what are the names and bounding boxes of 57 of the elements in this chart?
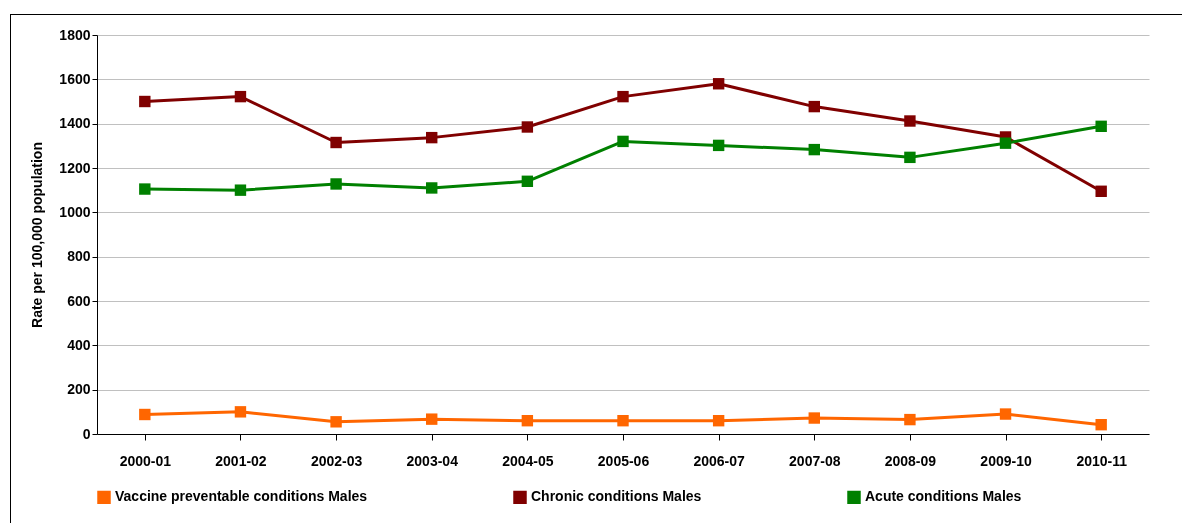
point [904, 151, 916, 164]
point [139, 95, 151, 108]
x-tick-label: 2010-11 [1076, 452, 1128, 469]
y-axis-title: Rate per 100,000 population [29, 142, 46, 328]
point [521, 121, 534, 133]
point [234, 184, 247, 196]
point [330, 416, 342, 428]
x-tick-label: 2009-10 [980, 452, 1032, 469]
point [426, 182, 438, 194]
legend-label: Acute conditions Males [865, 488, 1022, 505]
point [999, 408, 1012, 420]
y-tick-label: 1600 [59, 70, 91, 87]
point [330, 136, 342, 149]
x-tick-label: 2001-02 [215, 452, 267, 469]
x-tick-label: 2007-08 [789, 452, 841, 469]
y-tick-label: 600 [67, 292, 91, 309]
point [426, 131, 438, 144]
x-tick-label: 2002-03 [310, 452, 363, 469]
point [330, 178, 342, 190]
point [904, 115, 916, 127]
x-tick-label: 2003-04 [406, 452, 459, 469]
y-tick-label: 400 [67, 336, 91, 353]
x-tick-label: 2008-09 [884, 452, 937, 469]
point [617, 90, 629, 103]
x-tick-label: 2005-06 [597, 452, 650, 469]
point [139, 183, 151, 195]
point [904, 413, 916, 426]
x-tick-label: 2000-01 [119, 452, 172, 469]
point [712, 139, 725, 152]
point [808, 143, 820, 156]
x-tick-label: 2004-05 [502, 452, 554, 469]
legend-label: Vaccine preventable conditions Males [115, 488, 368, 505]
y-tick-label: 1400 [59, 115, 91, 132]
point [808, 100, 820, 113]
point [139, 408, 151, 421]
point [1095, 120, 1107, 133]
y-tick-label: 1800 [59, 26, 91, 43]
point [234, 90, 247, 103]
point [1095, 418, 1107, 431]
point [426, 413, 438, 425]
legend-label: Chronic conditions Males [531, 488, 702, 505]
point [808, 412, 820, 424]
point [521, 415, 534, 427]
y-tick-label: 0 [82, 425, 91, 442]
point [712, 78, 725, 90]
point [617, 415, 629, 427]
x-tick-label: 2006-07 [693, 452, 746, 469]
point [712, 415, 725, 427]
point [999, 137, 1012, 149]
y-tick-label: 200 [67, 381, 91, 398]
y-tick-label: 800 [67, 248, 91, 265]
y-tick-label: 1000 [59, 203, 91, 220]
y-tick-label: 1200 [59, 159, 91, 176]
point [617, 135, 629, 148]
point [521, 175, 534, 187]
point [234, 406, 247, 418]
point [1095, 185, 1107, 197]
